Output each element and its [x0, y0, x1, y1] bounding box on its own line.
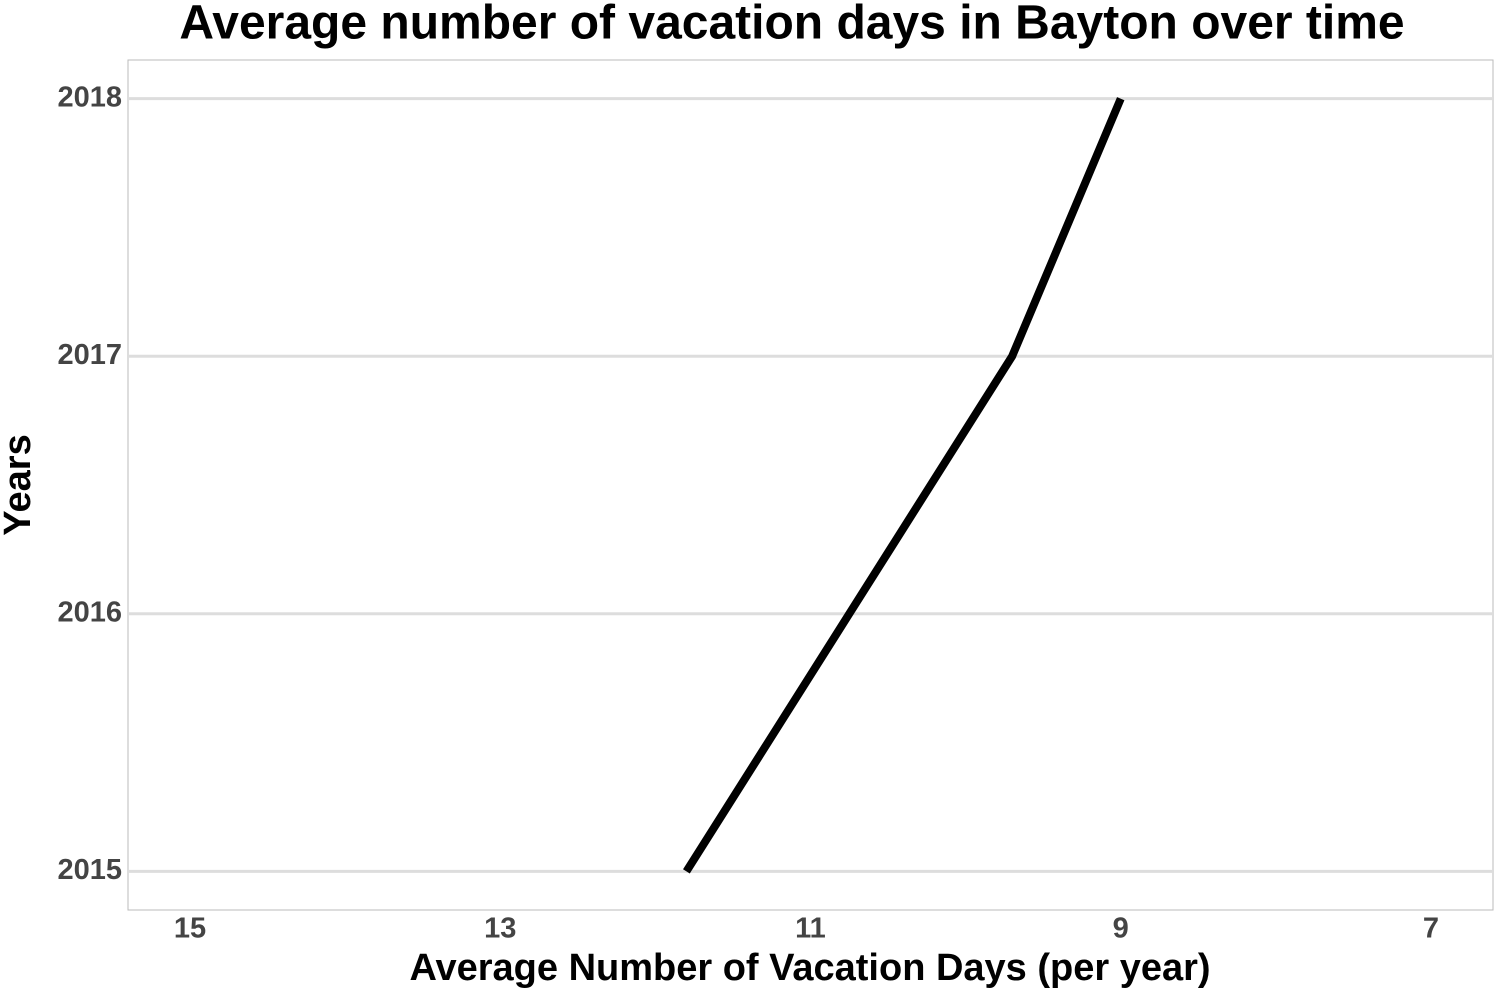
- x-tick-label: 9: [1113, 913, 1129, 945]
- x-axis-title: Average Number of Vacation Days (per yea…: [409, 947, 1210, 989]
- y-tick-label: 2017: [57, 339, 122, 371]
- y-axis-title: Years: [0, 434, 39, 535]
- x-tick-label: 15: [174, 913, 206, 945]
- x-tick-label: 13: [484, 913, 516, 945]
- panel-border: [127, 59, 1494, 911]
- y-tick-label: 2015: [57, 854, 122, 886]
- y-tick-label: 2018: [57, 81, 122, 113]
- y-tick-label: 2016: [57, 596, 122, 628]
- x-tick-label: 11: [795, 913, 826, 945]
- data-line: [683, 97, 1125, 874]
- x-tick-label: 7: [1423, 913, 1439, 945]
- chart-title: Average number of vacation days in Bayto…: [179, 0, 1404, 50]
